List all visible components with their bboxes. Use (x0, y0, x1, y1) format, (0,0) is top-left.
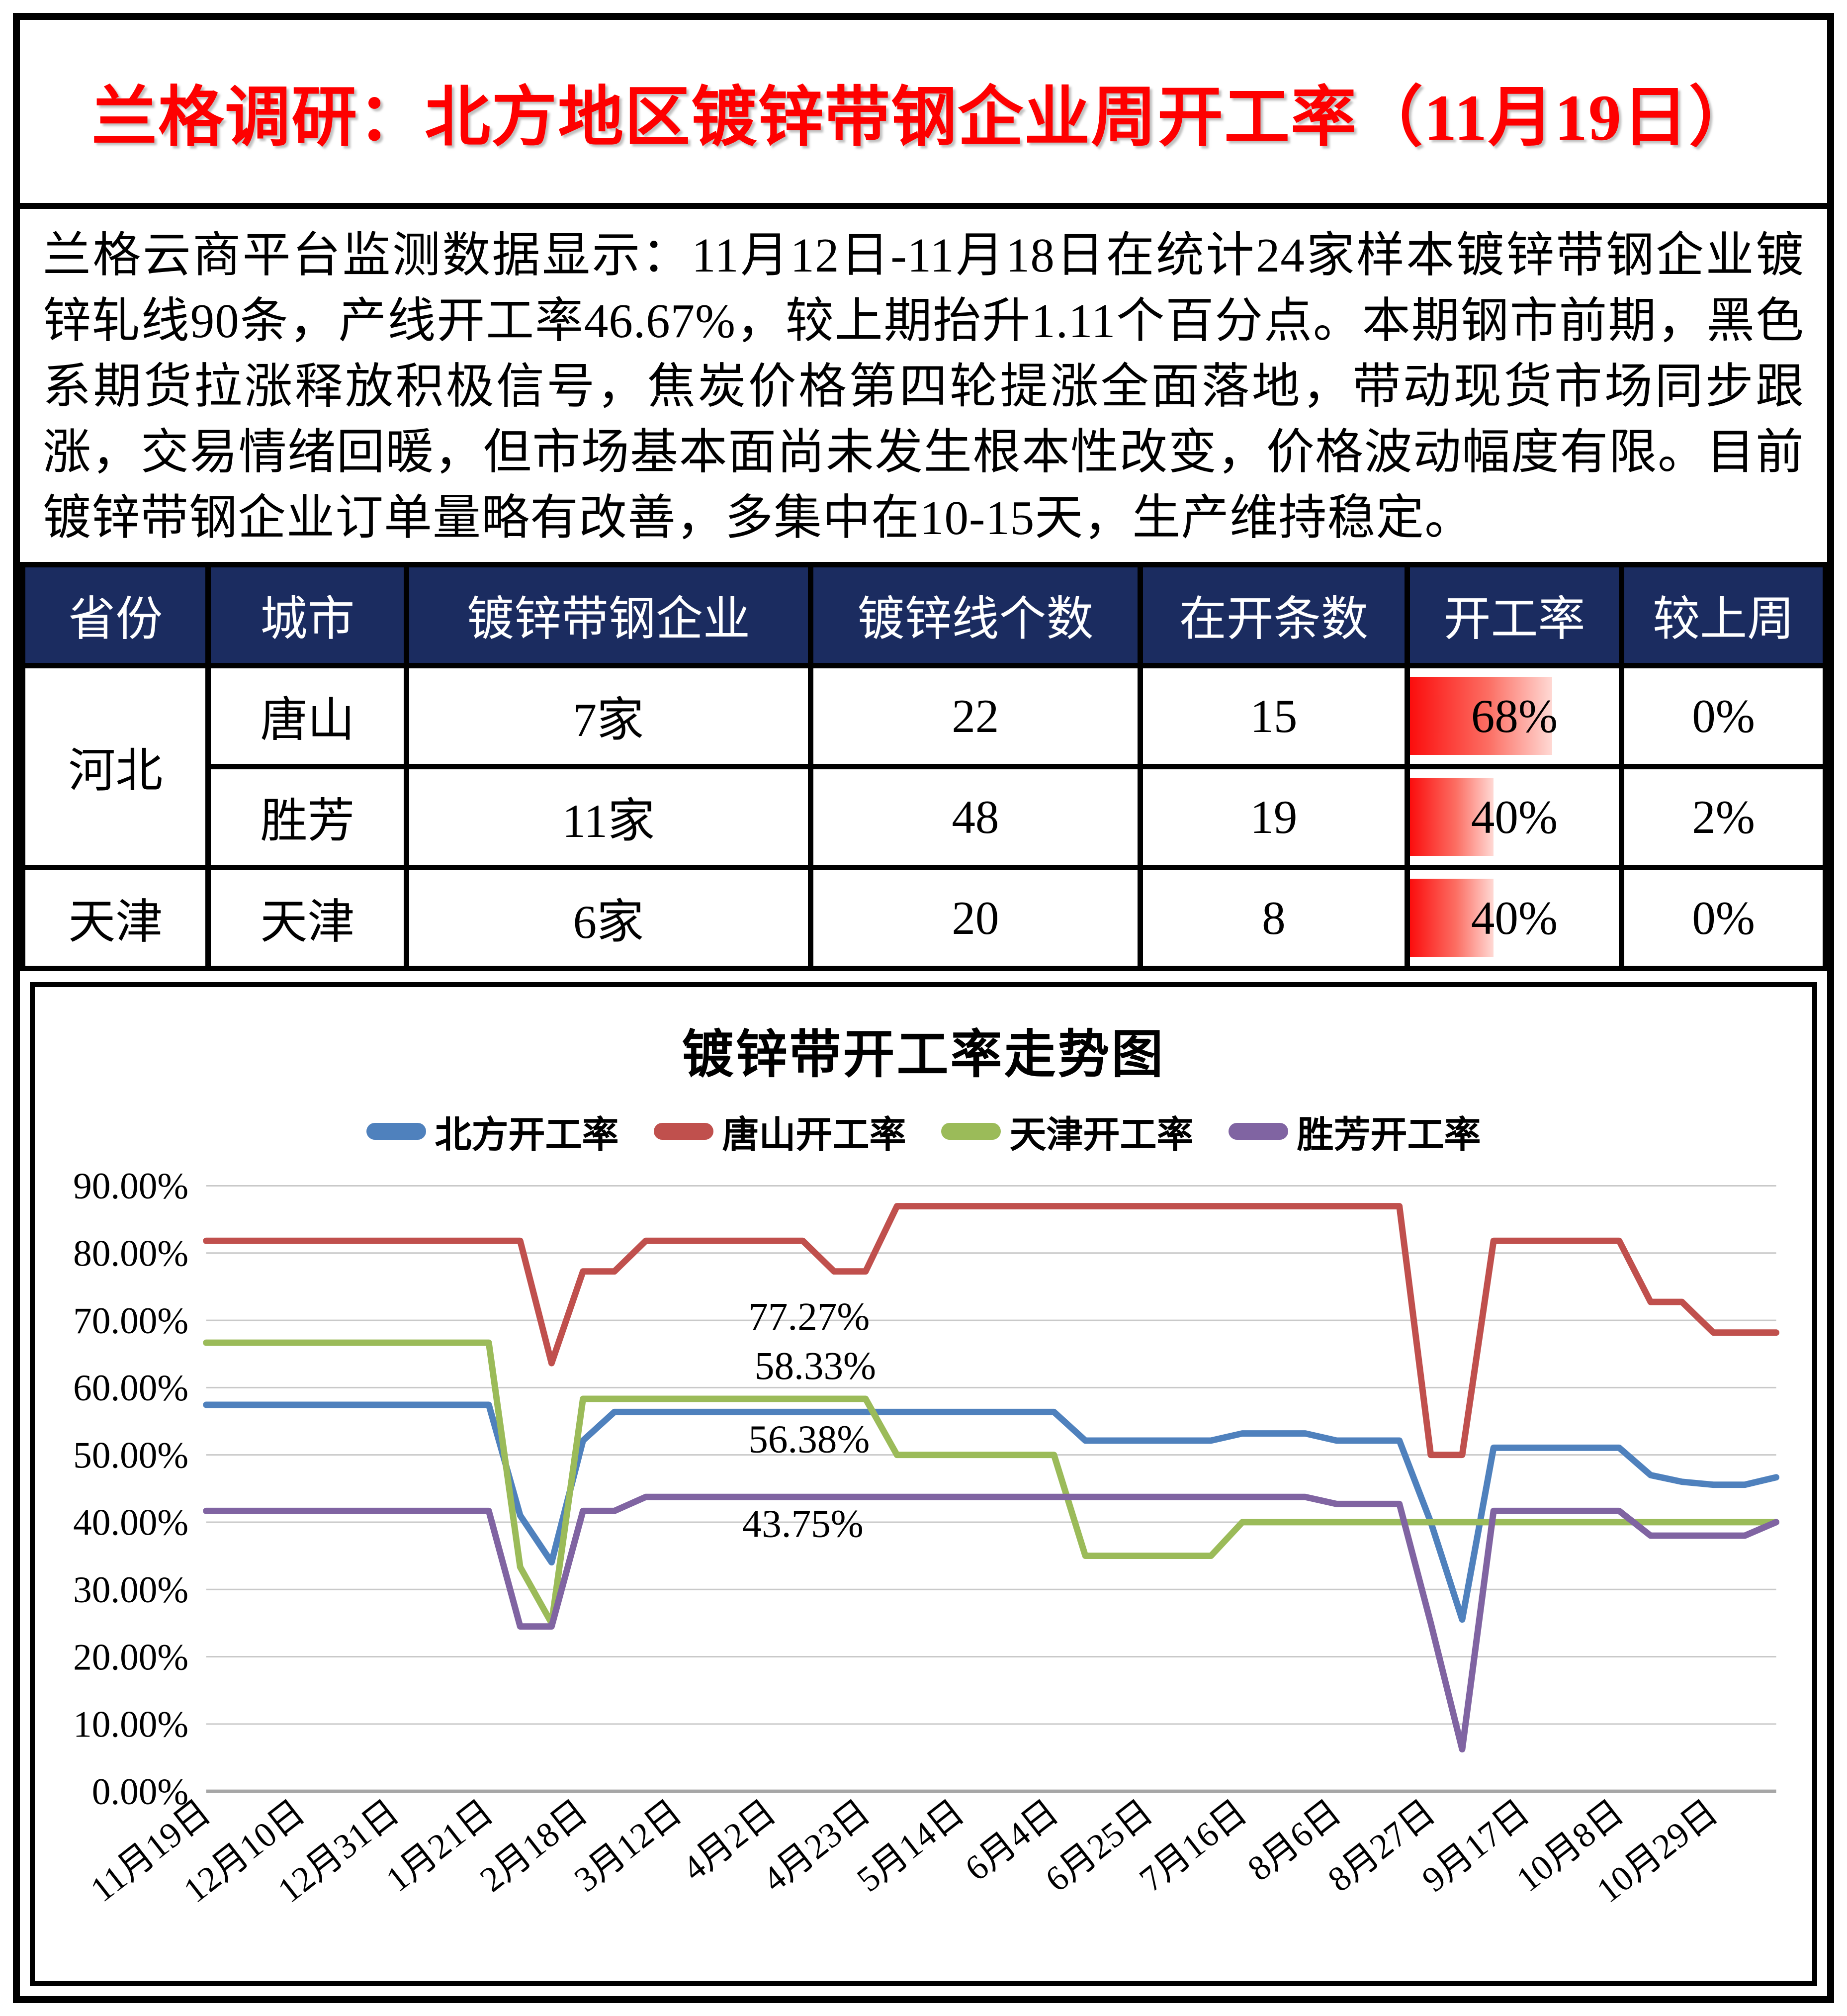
line-chart: 0.00% 10.00% 20.00% 30.00% 40.00% 50.00% 60.00… (73, 1166, 1779, 1910)
rate-value: 40% (1471, 891, 1558, 944)
open-lines-cell: 15 (1138, 662, 1410, 769)
svg-text:58.33%: 58.33% (755, 1344, 876, 1387)
table-row: 河北 唐山 7家 22 15 68% 0% (20, 662, 1827, 870)
legend-label: 天津开工率 (1009, 1114, 1194, 1156)
table-row: 天津 天津 6家 20 8 40% 0% (20, 864, 1827, 971)
lines-cell: 48 (807, 763, 1143, 870)
svg-text:2月18日: 2月18日 (473, 1792, 595, 1899)
open-lines-cell: 19 (1138, 763, 1410, 870)
open-lines-cell: 8 (1138, 864, 1410, 971)
rate-databar (1412, 878, 1494, 957)
city-cell: 唐山 (205, 662, 410, 769)
table-header-row: 省份 城市 镀锌带钢企业 镀锌线个数 在开条数 开工率 较上周 (20, 561, 1827, 668)
rate-databar (1412, 676, 1552, 755)
svg-text:3月12日: 3月12日 (567, 1792, 689, 1899)
report-header: 兰格调研：北方地区镀锌带钢企业周开工率（11月19日） (20, 20, 1827, 209)
svg-text:5月14日: 5月14日 (850, 1792, 971, 1899)
city-cell: 胜芳 (205, 763, 410, 870)
legend-swatch-north (366, 1123, 426, 1140)
province-cell-hebei: 河北 (20, 662, 211, 870)
wow-cell: 0% (1619, 864, 1827, 971)
svg-text:70.00%: 70.00% (73, 1300, 188, 1341)
legend-item-tangshan: 唐山开工率 (653, 1105, 906, 1158)
legend-label: 唐山开工率 (722, 1114, 906, 1156)
col-header-province: 省份 (20, 561, 211, 668)
legend-swatch-shengfang (1228, 1123, 1288, 1140)
svg-text:90.00%: 90.00% (73, 1166, 188, 1207)
svg-text:10.00%: 10.00% (73, 1704, 188, 1745)
rate-cell: 68% (1404, 662, 1625, 769)
svg-text:1月21日: 1月21日 (379, 1792, 501, 1899)
operating-rate-table: 省份 城市 镀锌带钢企业 镀锌线个数 在开条数 开工率 较上周 河北 唐山 7家… (20, 561, 1827, 971)
svg-text:0.00%: 0.00% (92, 1771, 188, 1812)
lines-cell: 20 (807, 864, 1143, 971)
svg-text:80.00%: 80.00% (73, 1233, 188, 1274)
col-header-companies: 镀锌带钢企业 (404, 561, 813, 668)
page-title: 兰格调研：北方地区镀锌带钢企业周开工率（11月19日） (91, 81, 1756, 154)
rate-databar (1412, 777, 1494, 856)
svg-text:40.00%: 40.00% (73, 1502, 188, 1543)
svg-text:20.00%: 20.00% (73, 1637, 188, 1678)
col-header-wow: 较上周 (1619, 561, 1827, 668)
companies-cell: 6家 (404, 864, 813, 971)
svg-text:30.00%: 30.00% (73, 1569, 188, 1611)
svg-text:4月23日: 4月23日 (755, 1792, 877, 1899)
svg-text:77.27%: 77.27% (748, 1295, 870, 1339)
rate-cell: 40% (1404, 864, 1625, 971)
legend-label: 胜芳开工率 (1297, 1114, 1481, 1156)
svg-text:9月17日: 9月17日 (1415, 1792, 1537, 1899)
wow-cell: 2% (1619, 763, 1827, 870)
svg-text:8月27日: 8月27日 (1320, 1792, 1442, 1899)
province-cell-tianjin: 天津 (20, 864, 211, 971)
svg-text:6月25日: 6月25日 (1038, 1792, 1160, 1899)
col-header-lines: 镀锌线个数 (807, 561, 1143, 668)
trend-chart-panel: 镀锌带开工率走势图 北方开工率 唐山开工率 天津开工率 胜芳开工率 0.00% 1… (30, 982, 1817, 1987)
svg-text:56.38%: 56.38% (748, 1417, 870, 1461)
legend-item-tianjin: 天津开工率 (941, 1105, 1194, 1158)
svg-text:50.00%: 50.00% (73, 1435, 188, 1476)
col-header-rate: 开工率 (1404, 561, 1625, 668)
legend-swatch-tangshan (653, 1123, 713, 1140)
legend-label: 北方开工率 (435, 1114, 619, 1156)
legend-swatch-tianjin (941, 1123, 1001, 1140)
plot-area-wrapper: 0.00% 10.00% 20.00% 30.00% 40.00% 50.00% 60.00… (35, 1161, 1812, 1968)
svg-text:7月16日: 7月16日 (1132, 1792, 1254, 1899)
rate-value: 40% (1471, 790, 1558, 843)
rate-cell: 40% (1404, 763, 1625, 870)
lines-cell: 22 (807, 662, 1143, 769)
svg-text:60.00%: 60.00% (73, 1368, 188, 1409)
wow-cell: 0% (1619, 662, 1827, 769)
legend-item-shengfang: 胜芳开工率 (1228, 1105, 1481, 1158)
report-page: 兰格调研：北方地区镀锌带钢企业周开工率（11月19日） 兰格云商平台监测数据显示… (13, 13, 1834, 2003)
legend-item-north: 北方开工率 (366, 1105, 619, 1158)
chart-title: 镀锌带开工率走势图 (682, 1026, 1165, 1084)
col-header-open-lines: 在开条数 (1138, 561, 1410, 668)
companies-cell: 7家 (404, 662, 813, 769)
svg-text:43.75%: 43.75% (742, 1502, 864, 1546)
rate-value: 68% (1471, 689, 1558, 742)
city-cell: 天津 (205, 864, 410, 971)
companies-cell: 11家 (404, 763, 813, 870)
col-header-city: 城市 (205, 561, 410, 668)
chart-legend: 北方开工率 唐山开工率 天津开工率 胜芳开工率 (35, 1092, 1812, 1161)
table-row: 胜芳 11家 48 19 40% 2% (23, 763, 1827, 870)
intro-paragraph: 兰格云商平台监测数据显示：11月12日-11月18日在统计24家样本镀锌带钢企业… (43, 229, 1804, 545)
